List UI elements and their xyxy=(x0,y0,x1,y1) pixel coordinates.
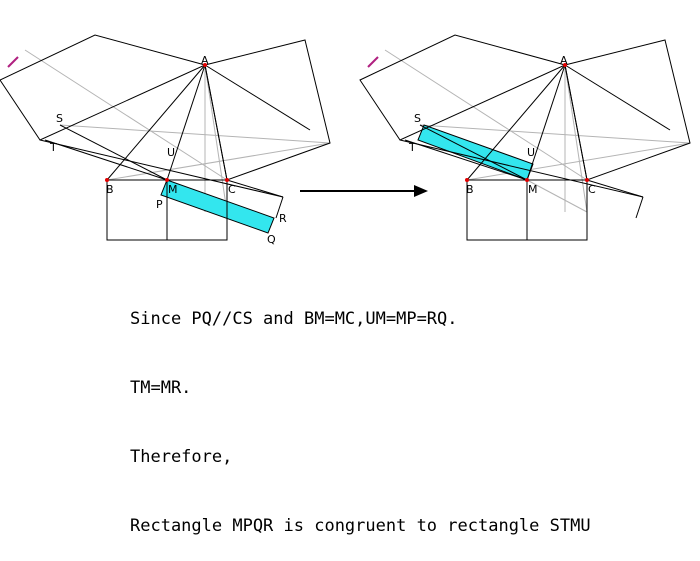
left-label-u: U xyxy=(167,146,175,159)
left-label-p: P xyxy=(156,198,163,211)
right-label-u: U xyxy=(527,146,535,159)
left-main-lines xyxy=(0,34,331,241)
left-label-t: T xyxy=(49,141,57,154)
left-points xyxy=(105,63,229,182)
geometry-diagram: A S T U B M C P R Q xyxy=(0,34,691,246)
left-figure: A S T U B M C P R Q xyxy=(0,34,331,246)
right-label-b: B xyxy=(466,183,474,196)
right-figure: A S T U B M C xyxy=(359,34,691,241)
right-label-t: T xyxy=(408,141,416,154)
right-accent-mark xyxy=(367,56,379,68)
caption-line-1: Since PQ//CS and BM=MC,UM=MP=RQ. xyxy=(130,309,458,329)
left-label-r: R xyxy=(279,212,287,225)
right-label-s: S xyxy=(414,112,421,125)
left-label-b: B xyxy=(106,183,114,196)
proof-caption: Since PQ//CS and BM=MC,UM=MP=RQ. TM=MR. … xyxy=(130,262,591,561)
left-label-q: Q xyxy=(267,233,276,246)
right-label-a: A xyxy=(560,54,568,67)
caption-line-2: TM=MR. xyxy=(130,378,192,398)
right-construction-lines xyxy=(384,49,691,213)
right-label-m: M xyxy=(528,183,538,196)
transform-arrow xyxy=(300,185,428,197)
right-points xyxy=(465,63,589,182)
left-label-c: C xyxy=(228,183,236,196)
caption-line-4: Rectangle MPQR is congruent to rectangle… xyxy=(130,516,591,536)
left-label-s: S xyxy=(56,112,63,125)
left-label-m: M xyxy=(168,183,178,196)
caption-line-3: Therefore, xyxy=(130,447,233,467)
left-label-a: A xyxy=(201,54,209,67)
right-label-c: C xyxy=(588,183,596,196)
left-rectangle-mpqr xyxy=(160,179,275,234)
left-accent-mark xyxy=(7,56,19,68)
right-main-lines xyxy=(359,34,691,241)
